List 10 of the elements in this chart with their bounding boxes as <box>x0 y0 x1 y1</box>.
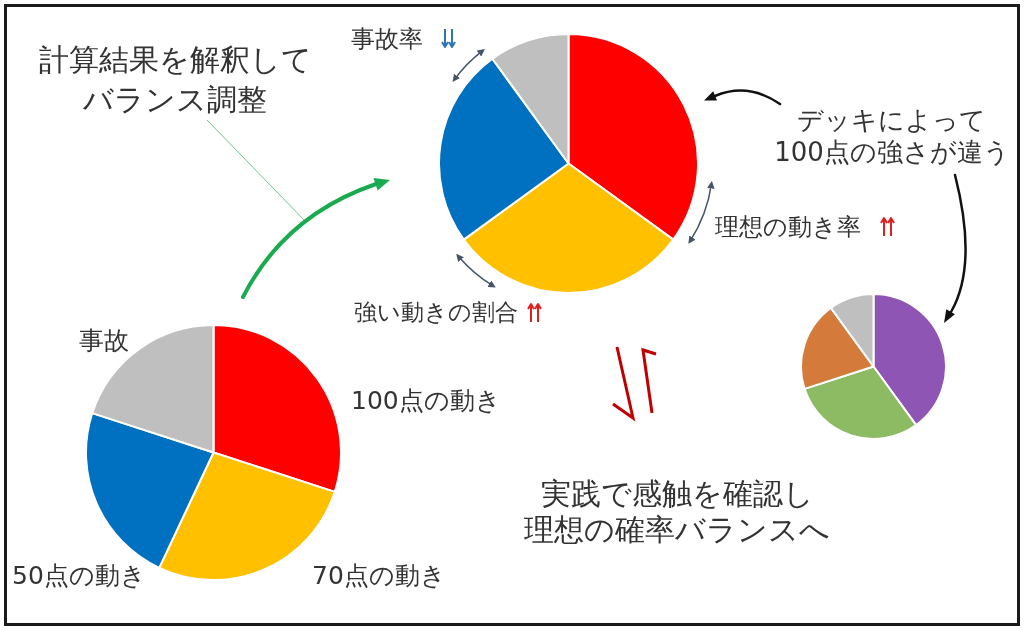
text: 計算結果を解釈してバランス調整 <box>38 41 312 119</box>
text: デッキによって100点の強さが違う <box>774 104 1010 168</box>
slice-label: 70点の動き <box>312 561 446 590</box>
text: 強い動きの割合 <box>354 298 518 326</box>
text: 実践で感触を確認し理想の確率バランスへ <box>524 476 830 548</box>
text: 理想の動き率 <box>715 213 861 241</box>
text: 事故率 <box>351 25 423 53</box>
slice-label: 事故 <box>79 326 129 355</box>
slice-label: 100点の動き <box>351 386 501 415</box>
slice-label: 50点の動き <box>12 561 146 590</box>
